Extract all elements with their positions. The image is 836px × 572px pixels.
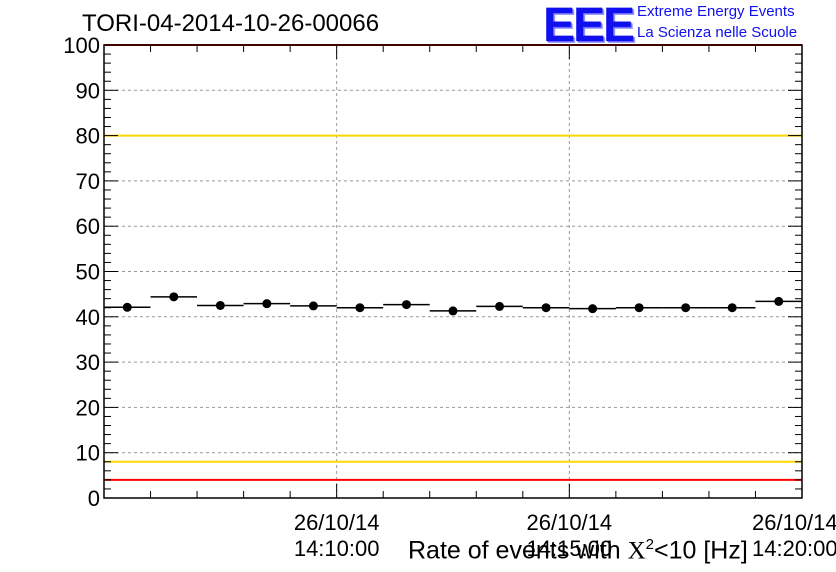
logo-line-1: Extreme Energy Events	[637, 3, 795, 20]
y-tick-label: 80	[76, 124, 100, 149]
x-axis-title-chi: X	[627, 537, 646, 565]
y-axis: 0 10 20 30 40 50 60 70 80 90 100	[63, 33, 802, 511]
y-tick-label: 20	[76, 395, 100, 420]
logo-line-2: La Scienza nelle Scuole	[637, 24, 798, 41]
data-point	[634, 303, 644, 313]
y-tick-label: 30	[76, 350, 100, 375]
data-point	[169, 292, 179, 302]
x-tick-label-date: 26/10/14	[752, 510, 836, 535]
data-point	[262, 299, 272, 309]
reference-lines	[104, 44, 802, 481]
y-tick-label: 0	[88, 486, 100, 511]
data-point	[401, 300, 411, 310]
y-tick-label: 60	[76, 214, 100, 239]
data-point	[727, 303, 737, 313]
chart-title: TORI-04-2014-10-26-00066	[82, 10, 380, 37]
data-point	[308, 301, 318, 311]
x-axis-title-sup: 2	[645, 536, 654, 553]
x-tick-label-date: 26/10/14	[293, 510, 380, 535]
data-point	[355, 303, 365, 313]
x-tick-label: 26/10/14 14:15:00	[519, 510, 619, 562]
x-tick-label-date: 26/10/14	[526, 510, 613, 535]
x-axis-title-suffix: <10 [Hz]	[653, 536, 748, 565]
data-point	[681, 303, 691, 313]
data-point	[215, 300, 225, 310]
x-tick-label: 26/10/14 14:10:00	[287, 510, 387, 562]
data-point	[122, 302, 132, 312]
x-tick-label-time: 14:10:00	[293, 536, 380, 561]
data-points	[104, 292, 802, 316]
grid	[104, 45, 802, 498]
data-point	[588, 304, 598, 314]
x-axis-title: Rate of events with X2<10 [Hz]	[408, 536, 748, 565]
x-tick-label: 26/10/14 14:20:00	[752, 510, 836, 562]
y-tick-label: 40	[76, 305, 100, 330]
y-tick-label: 10	[76, 441, 100, 466]
x-tick-label-time: 14:20:00	[752, 536, 836, 561]
data-point	[774, 296, 784, 306]
data-point	[448, 306, 458, 316]
y-tick-label: 90	[76, 78, 100, 103]
y-tick-label: 50	[76, 260, 100, 285]
y-tick-label: 100	[63, 33, 100, 58]
eee-logo: EEE	[543, 0, 635, 52]
y-tick-label: 70	[76, 169, 100, 194]
x-axis	[103, 45, 803, 498]
data-point	[495, 301, 505, 311]
x-tick-label-time: 14:15:00	[526, 536, 613, 561]
data-point	[541, 303, 551, 313]
x-axis-title-prefix: Rate of events with	[408, 536, 628, 565]
